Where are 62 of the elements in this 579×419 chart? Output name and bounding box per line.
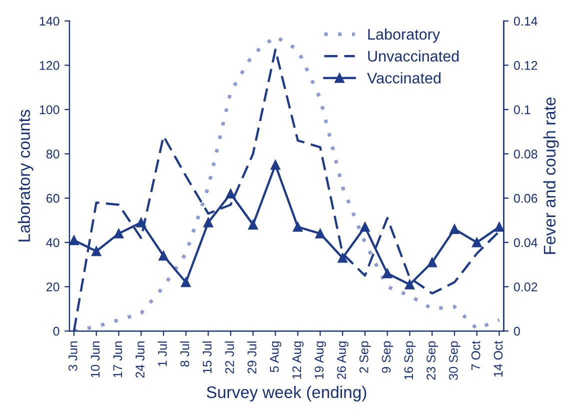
point	[270, 160, 280, 170]
y2-tick-label: 0.06	[514, 194, 538, 203]
x-tick-label: 2 Sep	[359, 341, 371, 373]
y2-axis-title: Fever and cough rate	[543, 98, 559, 254]
point	[69, 235, 79, 246]
point	[203, 218, 214, 228]
x-tick-label: 5 Aug	[270, 342, 282, 372]
y-tick-label: 0	[53, 326, 60, 336]
point	[360, 222, 370, 232]
legend-label: Laboratory	[368, 28, 440, 43]
point	[226, 188, 236, 199]
x-tick-label: 10 Jun	[90, 342, 100, 378]
x-tick-label: 15 Jul	[202, 342, 212, 374]
point	[181, 277, 191, 288]
legend-label: Unvaccinated	[368, 50, 459, 62]
y-tick-label: 80	[46, 150, 60, 158]
y-tick-label: 120	[40, 61, 60, 70]
y2-tick-label: 0	[514, 326, 520, 336]
x-tick-label: 24 Jun	[136, 342, 144, 378]
legend-label: Vaccinated	[367, 72, 440, 84]
y-tick-label: 100	[40, 105, 60, 114]
x-tick-label: 14 Oct	[494, 340, 503, 377]
point	[472, 238, 482, 248]
y2-tick-label: 0.12	[514, 61, 538, 70]
point	[91, 246, 102, 256]
x-axis-title: Survey week (ending)	[206, 386, 366, 402]
point	[315, 228, 326, 238]
point	[382, 268, 392, 278]
x-tick-label: 8 Jul	[180, 342, 190, 367]
point	[338, 253, 348, 263]
y-tick-label: 60	[46, 194, 60, 203]
y-tick-label: 40	[46, 238, 60, 248]
y2-tick-label: 0.1	[514, 105, 530, 114]
y2-tick-label: 0.14	[514, 16, 538, 26]
y-tick-label: 20	[46, 282, 60, 292]
x-tick-label: 30 Sep	[448, 341, 460, 380]
x-tick-label: 9 Sep	[382, 341, 394, 373]
x-tick-label: 16 Sep	[404, 341, 416, 380]
x-tick-label: 1 Jul	[158, 342, 167, 366]
point	[114, 228, 124, 238]
point	[404, 280, 415, 290]
point	[248, 220, 258, 230]
x-tick-label: 23 Sep	[426, 341, 438, 380]
y2-tick-label: 0.08	[514, 150, 538, 158]
point	[292, 222, 303, 232]
x-tick-label: 12 Aug	[292, 342, 304, 379]
x-tick-label: 7 Oct	[471, 340, 480, 370]
point	[158, 250, 168, 261]
y2-tick-label: 0.02	[514, 282, 538, 292]
y2-tick-label: 0.04	[514, 238, 538, 248]
x-tick-label: 17 Jun	[113, 342, 122, 378]
x-tick-label: 3 Jun	[68, 342, 78, 371]
point	[427, 257, 437, 268]
y-axis-title: Laboratory counts	[18, 110, 34, 242]
point	[494, 222, 504, 232]
x-tick-label: 26 Aug	[337, 342, 348, 380]
x-tick-label: 22 Jul	[224, 342, 234, 374]
y-tick-label: 140	[40, 16, 60, 26]
x-tick-label: 29 Jul	[247, 342, 256, 374]
point	[136, 218, 146, 228]
point	[450, 224, 460, 234]
x-tick-label: 19 Aug	[314, 342, 326, 379]
